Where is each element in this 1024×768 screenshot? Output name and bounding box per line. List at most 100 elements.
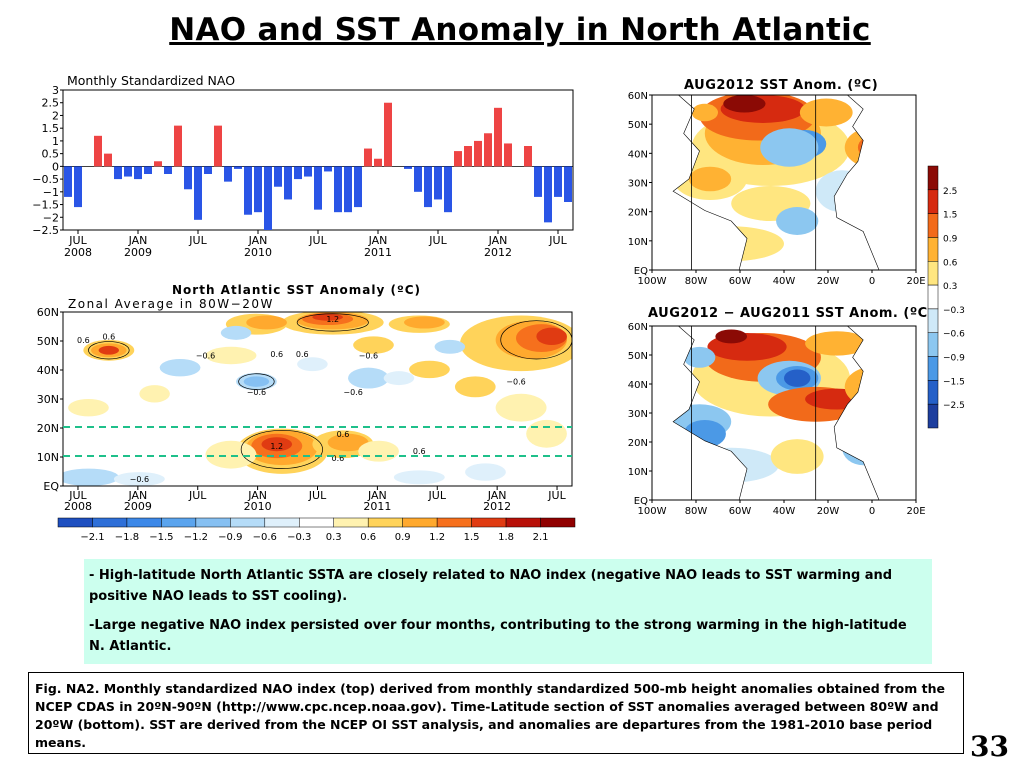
sst-anomaly-blob: [139, 385, 170, 403]
map-anomaly-blob: [799, 98, 853, 127]
nao-bar-positive: [454, 151, 462, 167]
nao-xtick-month: JAN: [128, 234, 148, 247]
caption-text: Fig. NA2. Monthly standardized NAO index…: [35, 681, 946, 750]
nao-ytick-label: 3: [52, 84, 59, 97]
sst-section-title: North Atlantic SST Anomaly (ºC): [172, 283, 422, 297]
nao-xtick-month: JAN: [488, 234, 508, 247]
nao-bar-chart: 32.521.510.50−0.5−1−1.5−2−2.5JUL2008JAN2…: [32, 84, 574, 259]
map-colorbar-label: 2.5: [943, 187, 957, 197]
nao-ytick-label: 2.5: [42, 97, 60, 110]
map-field: [652, 95, 916, 270]
nao-bar-positive: [214, 125, 222, 167]
nao-bar-positive: [494, 107, 502, 167]
sst-colorbar-swatch: [161, 517, 197, 528]
map-colorbar-swatch: [927, 189, 939, 214]
map-land-europe-africa: [833, 326, 916, 500]
nao-bar-positive: [474, 140, 482, 167]
top-map-title: AUG2012 SST Anom. (ºC): [684, 78, 879, 93]
map-colorbar-swatch: [927, 165, 939, 191]
nao-bar-negative: [244, 166, 252, 215]
map-lat-label: 30N: [628, 409, 648, 420]
sst-anomaly-blob: [393, 470, 445, 485]
nao-bar-positive: [524, 146, 532, 167]
sst-xtick-month: JAN: [487, 489, 507, 502]
sst-colorbar-swatch: [299, 517, 334, 528]
map-lat-label: 20N: [628, 438, 648, 449]
sst-colorbar-swatch: [402, 517, 438, 528]
map-colorbar-swatch: [927, 356, 939, 381]
sst-time-latitude-section: 0.6 0.6 −0.6 1.2 0.6 −0.6 −0.6 −0.6 −0.6 0.6 1.2 0.…: [37, 306, 576, 543]
sst-colorbar-label: −1.2: [184, 532, 208, 543]
sst-xtick-year: 2011: [363, 500, 391, 513]
sst-section-subtitle: Zonal Average in 80W−20W: [68, 297, 274, 311]
sst-xtick-year: 2012: [483, 500, 511, 513]
sst-colorbar-label: −0.6: [253, 532, 277, 543]
map-colorbar-label: 1.5: [943, 211, 957, 221]
map-colorbar-label: −1.5: [943, 377, 965, 387]
sst-anomaly-blob: [495, 393, 547, 422]
sst-anomaly-blob: [113, 472, 165, 486]
map-lat-label: 10N: [628, 467, 648, 478]
sst-contour-label: 0.6: [413, 447, 426, 456]
nao-bar-negative: [134, 166, 142, 180]
sst-colorbar-swatch: [540, 517, 576, 528]
sst-anomaly-blob: [220, 325, 252, 340]
sst-contour-label: −0.6: [196, 352, 215, 361]
nao-bar-negative: [124, 166, 132, 177]
map-colorbar-label: 0.6: [943, 258, 958, 268]
sst-ytick-label: 10N: [37, 451, 59, 464]
sst-field: 0.6 0.6 −0.6 1.2 0.6 −0.6 −0.6 −0.6 −0.6 0.6 1.2 0.…: [63, 312, 572, 486]
sst-colorbar-label: −2.1: [80, 532, 104, 543]
nao-bar-negative: [294, 166, 302, 180]
finding-bullet-2: -Large negative NAO index persisted over…: [89, 618, 907, 654]
sst-anomaly-blob: [159, 358, 201, 377]
nao-bar-negative: [324, 166, 332, 172]
sst-xtick-year: 2008: [64, 500, 92, 513]
nao-bar-negative: [74, 166, 82, 208]
map-lon-label: 20E: [906, 506, 925, 517]
nao-bar-negative: [264, 166, 272, 230]
map-lon-label: 100W: [638, 276, 667, 287]
sst-contour-line: [238, 373, 275, 390]
nao-bar-positive: [504, 143, 512, 167]
sst-contour-label: −0.6: [247, 388, 266, 397]
map-lat-label: 30N: [628, 179, 648, 190]
sst-xtick-month: JUL: [188, 489, 207, 502]
sst-anomaly-blob: [454, 376, 496, 398]
sst-anomaly-blob: [409, 360, 450, 379]
sst-colorbar-label: −1.8: [115, 532, 139, 543]
map-anomaly-blob: [760, 128, 819, 167]
map-colorbar-swatch: [927, 237, 939, 262]
map-lon-label: 80W: [685, 276, 708, 287]
nao-xtick-year: 2008: [64, 246, 92, 259]
map-anomaly-blob: [723, 95, 766, 113]
sst-contour-label: −0.6: [359, 352, 378, 361]
sst-anomaly-blob: [205, 346, 257, 365]
sst-anomaly-blob: [98, 345, 119, 355]
sst-colorbar-label: 0.9: [395, 532, 411, 543]
nao-xtick-year: 2012: [484, 246, 512, 259]
sst-ytick-label: 20N: [37, 422, 59, 435]
nao-bar-positive: [104, 153, 112, 167]
map-lon-label: 80W: [685, 506, 708, 517]
sst-xtick-year: 2009: [124, 500, 152, 513]
sst-colorbar-swatch: [367, 517, 403, 528]
nao-bar-negative: [314, 166, 322, 210]
map-lat-label: 50N: [628, 351, 648, 362]
map-lon-label: 100W: [638, 506, 667, 517]
nao-bar-positive: [94, 135, 102, 167]
nao-bar-negative: [114, 166, 122, 180]
sst-anomaly-blob: [246, 315, 287, 330]
nao-bar-positive: [154, 161, 162, 167]
finding-bullet-1: - High-latitude North Atlantic SSTA are …: [89, 568, 893, 604]
map-colorbar-swatch: [927, 213, 939, 238]
sst-anomaly-blob: [348, 367, 389, 389]
nao-bar-negative: [224, 166, 232, 182]
sst-contour-label: 0.6: [331, 454, 344, 463]
nao-bar-negative: [414, 166, 422, 192]
nao-bar-negative: [194, 166, 202, 220]
map-colorbar-label: 0.3: [943, 282, 957, 292]
sst-contour-label: 0.6: [102, 332, 115, 341]
map-colorbar-swatch: [927, 308, 939, 333]
